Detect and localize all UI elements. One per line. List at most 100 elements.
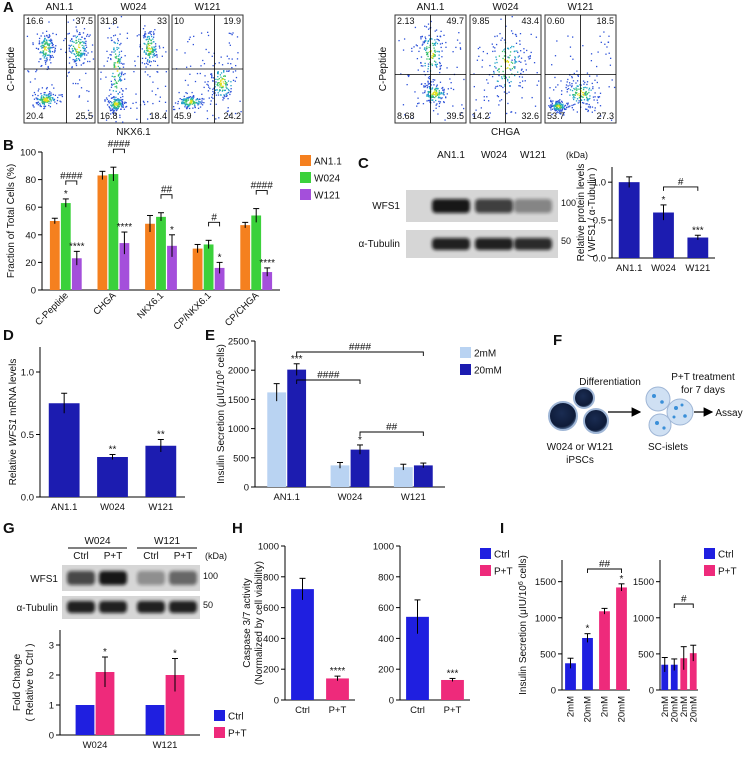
flow-event [107, 57, 109, 59]
flow-event [562, 105, 564, 108]
bracket [359, 431, 424, 436]
flow-event [91, 51, 93, 53]
flow-event [43, 107, 46, 109]
flow-event [566, 81, 568, 83]
flow-event [482, 50, 485, 53]
flow-event [425, 39, 427, 42]
y-tick-label: 800 [263, 572, 279, 583]
flow-event [116, 46, 118, 49]
flow-event [56, 99, 59, 102]
y-axis-label: Fraction of Total Cells (%) [6, 164, 17, 278]
y-tick-label: 0 [649, 686, 654, 697]
flow-event [46, 57, 48, 59]
flow-event [510, 69, 512, 71]
flow-event [70, 44, 73, 46]
flow-event [148, 37, 151, 40]
flow-event [452, 88, 455, 91]
flow-event [146, 47, 148, 49]
flow-event [407, 74, 409, 76]
bar [689, 653, 697, 690]
flow-event [597, 51, 599, 53]
flow-event [49, 49, 51, 52]
quadrant-value: 16.6 [26, 16, 44, 26]
flow-event [219, 82, 222, 84]
flow-event [588, 91, 590, 94]
flow-event [117, 98, 119, 100]
flow-event [214, 62, 216, 65]
flow-event [226, 55, 228, 57]
flow-event [550, 99, 552, 102]
flow-event [51, 43, 54, 45]
flow-event [224, 75, 226, 77]
flow-event [596, 81, 598, 84]
flow-event [48, 93, 51, 95]
significance: *** [447, 668, 459, 679]
flow-event [569, 84, 571, 86]
flow-event [426, 86, 429, 89]
error-bar [194, 243, 201, 253]
flow-event [179, 98, 181, 100]
flow-event [434, 30, 436, 32]
flow-event [205, 48, 207, 51]
flow-event [599, 115, 602, 117]
flow-event [187, 84, 189, 86]
legend-label: Ctrl [494, 550, 510, 561]
flow-event [133, 71, 135, 73]
x-tick-label: 20mM [669, 696, 680, 722]
flow-event [113, 66, 115, 68]
significance: **** [259, 258, 275, 269]
flow-event [553, 107, 556, 109]
flow-event [435, 29, 438, 31]
flow-event [556, 100, 558, 103]
flow-event [584, 92, 586, 94]
flow-event [430, 50, 432, 52]
flow-event [122, 121, 124, 123]
flow-event [78, 51, 80, 53]
flow-event [198, 103, 200, 105]
flow-event [38, 40, 41, 42]
flow-event [227, 62, 229, 65]
flow-event [45, 43, 47, 45]
flow-event [425, 51, 428, 54]
flow-event [212, 80, 214, 82]
y-tick-label: 2000 [228, 366, 249, 377]
flow-event [49, 47, 51, 50]
flow-event [155, 51, 157, 53]
flow-event [121, 101, 124, 103]
flow-event [48, 95, 50, 97]
flow-event [215, 81, 217, 83]
flow-event [52, 44, 54, 46]
flow-event [536, 72, 538, 74]
flow-event [431, 95, 433, 97]
quadrant-value: 8.68 [397, 111, 415, 121]
flow-event [206, 83, 208, 86]
significance: #### [349, 342, 372, 353]
legend-swatch [460, 364, 471, 375]
flow-event [48, 102, 50, 104]
blot-band [475, 199, 513, 213]
flow-event [477, 47, 480, 50]
flow-event [452, 51, 454, 53]
flow-event [153, 33, 155, 35]
flow-event [556, 112, 558, 114]
flow-event [125, 88, 127, 90]
flow-event [113, 76, 115, 78]
significance: **** [69, 241, 85, 252]
flow-event [430, 97, 432, 99]
flow-event [135, 101, 137, 104]
bar [145, 223, 155, 290]
flow-event [427, 77, 430, 79]
flow-event [569, 105, 571, 107]
flow-event [58, 94, 60, 96]
flow-event [225, 95, 228, 98]
flow-event [189, 96, 192, 98]
flow-event [222, 89, 224, 91]
diagram-source: iPSCs [566, 455, 594, 466]
flow-event [120, 99, 122, 101]
flow-event [575, 100, 578, 102]
flow-event [187, 99, 189, 101]
lane-label: Ctrl [143, 551, 159, 562]
flow-event [416, 57, 419, 60]
flow-event [200, 65, 202, 67]
flow-event [552, 100, 554, 102]
